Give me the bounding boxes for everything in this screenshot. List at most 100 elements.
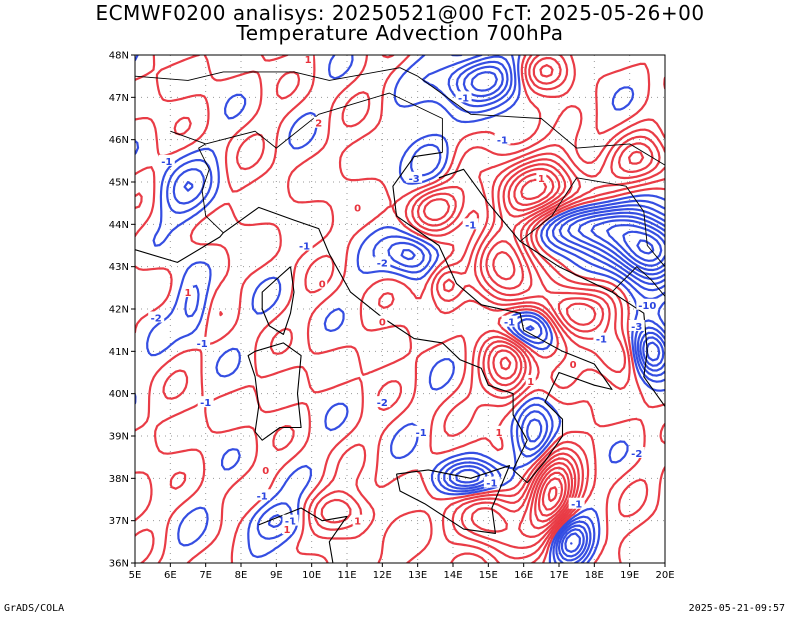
x-tick-label: 7E [199, 570, 212, 581]
y-tick-label: 40N [109, 389, 129, 400]
x-tick-label: 18E [585, 570, 604, 581]
y-tick-label: 46N [109, 135, 129, 146]
render-timestamp: 2025-05-21-09:57 [688, 603, 785, 614]
contour-value-label: 0 [319, 280, 326, 291]
chart-title-line1: ECMWF0200 analisys: 20250521@00 FcT: 202… [95, 1, 705, 25]
x-tick-label: 5E [129, 570, 142, 581]
y-tick-label: 36N [109, 559, 129, 570]
contour-label-background [455, 91, 472, 103]
contour-value-label: -1 [458, 93, 469, 104]
contour-label-background [493, 425, 504, 437]
y-tick-label: 45N [109, 178, 129, 189]
y-tick-label: 41N [109, 347, 129, 358]
positive-contour-line [135, 55, 665, 563]
contour-value-label: -1 [497, 136, 508, 147]
x-tick-label: 12E [373, 570, 392, 581]
contour-value-label: -1 [299, 242, 310, 253]
coastline-segment [417, 75, 665, 166]
x-tick-label: 20E [655, 570, 674, 581]
contour-label-background [483, 476, 500, 488]
coastline-segment [170, 92, 443, 153]
contour-label-background [296, 239, 313, 251]
contour-value-label: -1 [257, 491, 268, 502]
contour-label-background [628, 446, 645, 458]
coastline-segment [395, 465, 511, 534]
coastline-segment [261, 266, 295, 335]
contour-label-background [413, 425, 430, 437]
contour-label-background [628, 319, 645, 331]
contour-value-label: -2 [631, 449, 642, 460]
contour-label-background [568, 358, 579, 370]
negative-contour-line [172, 55, 665, 563]
contour-label-background [374, 396, 391, 408]
coastline-segment [135, 67, 418, 81]
contour-label-background [317, 277, 328, 289]
contour-label-background [494, 133, 511, 145]
contour-label-background [158, 154, 175, 166]
y-tick-label: 39N [109, 432, 129, 443]
software-credit: GrADS/COLA [4, 603, 65, 614]
negative-contour-line [570, 219, 665, 545]
positive-contour-line [547, 486, 558, 502]
contour-value-label: -2 [151, 313, 162, 324]
x-tick-label: 8E [235, 570, 248, 581]
x-tick-label: 13E [408, 570, 427, 581]
contour-value-label: -1 [200, 398, 211, 409]
contour-value-label: 1 [305, 55, 312, 66]
positive-contour-line [422, 64, 654, 538]
contour-label-background [194, 336, 211, 348]
x-tick-label: 19E [620, 570, 639, 581]
contour-value-label: -1 [197, 339, 208, 350]
negative-contour-line [455, 65, 665, 558]
x-tick-label: 15E [479, 570, 498, 581]
contour-value-label: -10 [638, 301, 656, 312]
contour-value-label: 2 [315, 119, 322, 130]
contour-label-background [148, 311, 165, 323]
contour-label-background [525, 374, 536, 386]
y-tick-label: 44N [109, 220, 129, 231]
y-tick-label: 38N [109, 474, 129, 485]
x-tick-label: 9E [270, 570, 283, 581]
contour-label-background [406, 171, 423, 183]
negative-contour-line [636, 239, 655, 255]
positive-contour-line [520, 178, 564, 511]
contour-label-background [636, 298, 659, 310]
contour-label-background [377, 315, 388, 327]
contour-label-background [281, 523, 292, 535]
contour-value-label: 1 [527, 377, 534, 388]
x-tick-label: 14E [443, 570, 462, 581]
chart-title-line2: Temperature Advection 700hPa [236, 21, 564, 45]
contour-label-background [501, 315, 518, 327]
coastline-segment [438, 168, 665, 407]
contour-value-label: -3 [409, 174, 420, 185]
positive-contour-line [485, 150, 645, 530]
contour-value-label: -1 [504, 318, 515, 329]
contour-value-label: 1 [354, 517, 361, 528]
negative-contour-line [622, 230, 663, 262]
coastline-segment [198, 143, 224, 234]
contour-value-label: -1 [161, 157, 172, 168]
contour-value-label: -1 [465, 220, 476, 231]
y-tick-label: 43N [109, 262, 129, 273]
contour-label-background [313, 116, 324, 128]
contour-value-label: -1 [571, 500, 582, 511]
contour-value-label: 0 [262, 466, 269, 477]
contour-value-label: -1 [285, 517, 296, 528]
y-tick-label: 37N [109, 516, 129, 527]
contour-value-label: -3 [631, 322, 642, 333]
x-tick-label: 17E [549, 570, 568, 581]
contour-value-label: -1 [416, 428, 427, 439]
contour-value-label: -2 [377, 398, 388, 409]
positive-contour-line [513, 172, 567, 517]
contour-value-label: -1 [596, 335, 607, 346]
contour-value-label: -2 [377, 258, 388, 269]
contour-label-background [352, 201, 363, 213]
coastline-segment [135, 232, 224, 263]
negative-contour-line [183, 60, 665, 562]
coastline-segment [222, 151, 613, 484]
coastlines-borders [135, 67, 665, 563]
contour-label-background [260, 463, 271, 475]
contour-field [135, 55, 665, 563]
